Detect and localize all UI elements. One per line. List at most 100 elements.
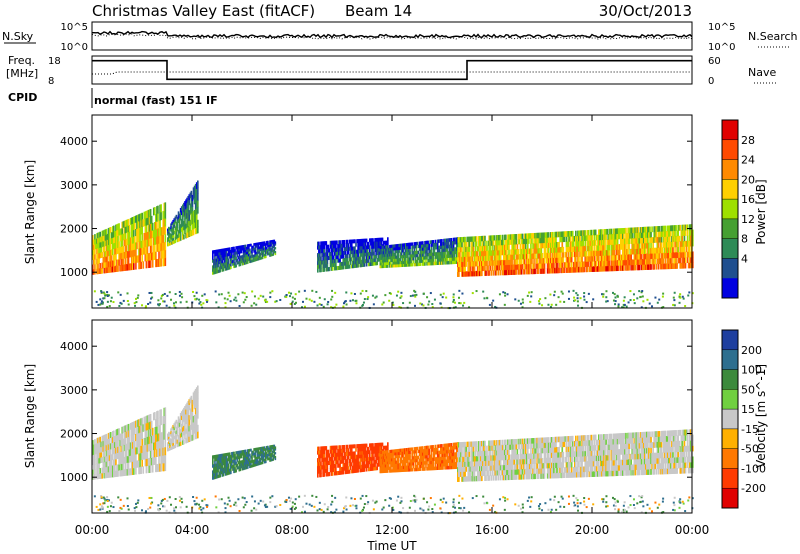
heatmap-cell <box>593 234 596 241</box>
heatmap-cell <box>414 250 417 255</box>
heatmap-cell <box>97 442 99 449</box>
heatmap-cell <box>548 237 551 243</box>
heatmap-cell <box>182 204 184 210</box>
heatmap-cell <box>182 221 184 227</box>
heatmap-cell <box>214 258 216 263</box>
heatmap-cell <box>171 230 173 234</box>
heatmap-cell <box>338 258 340 263</box>
heatmap-cell <box>533 233 535 239</box>
heatmap-cell <box>233 456 235 460</box>
heatmap-cell <box>523 253 526 260</box>
heatmap-cell <box>426 246 428 251</box>
heatmap-cell <box>400 249 403 253</box>
heatmap-cell <box>591 261 594 267</box>
heatmap-cell <box>458 266 460 273</box>
heatmap-cell <box>127 238 130 245</box>
heatmap-cell <box>434 255 437 259</box>
heatmap-cell <box>463 271 465 277</box>
heatmap-cell <box>548 262 551 269</box>
heatmap-cell <box>478 245 481 252</box>
heatmap-cell <box>156 441 158 450</box>
heatmap-cell <box>125 424 128 432</box>
heatmap-cell <box>646 237 648 244</box>
heatmap-cell <box>620 265 623 271</box>
heatmap-cell <box>539 232 542 239</box>
heatmap-cell <box>531 238 533 244</box>
heatmap-cell <box>229 300 232 303</box>
heatmap-cell <box>102 230 105 237</box>
heatmap-cell <box>139 446 141 454</box>
heatmap-cell <box>637 232 640 239</box>
heatmap-cell <box>431 303 434 306</box>
heatmap-cell <box>637 253 640 260</box>
heatmap-cell <box>659 258 662 265</box>
heatmap-cell <box>182 217 184 223</box>
heatmap-cell <box>599 239 601 246</box>
heatmap-cell <box>395 247 398 251</box>
heatmap-cell <box>376 241 379 246</box>
heatmap-cell <box>244 454 247 458</box>
heatmap-cell <box>128 442 131 450</box>
heatmap-cell <box>116 224 118 231</box>
heatmap-cell <box>547 262 550 269</box>
heatmap-cell <box>632 293 635 296</box>
heatmap-cell <box>570 261 573 268</box>
heatmap-cell <box>385 248 388 252</box>
heatmap-cell <box>182 426 184 432</box>
heatmap-cell <box>460 242 462 248</box>
heatmap-cell <box>432 258 435 263</box>
heatmap-cell <box>155 419 157 428</box>
heatmap-cell <box>238 253 241 257</box>
heatmap-cell <box>100 236 103 243</box>
heatmap-cell <box>190 207 193 214</box>
heatmap-cell <box>617 228 620 234</box>
heatmap-cell <box>145 232 148 240</box>
heatmap-cell <box>587 250 590 257</box>
heatmap-cell <box>249 460 251 464</box>
heatmap-cell <box>120 252 123 260</box>
heatmap-cell <box>167 237 169 240</box>
heatmap-cell <box>543 242 546 249</box>
heatmap-cell <box>433 252 436 256</box>
heatmap-cell <box>513 259 516 265</box>
heatmap-cell <box>216 264 218 268</box>
heatmap-cell <box>126 251 129 258</box>
heatmap-cell <box>557 257 559 263</box>
heatmap-cell <box>643 237 646 244</box>
heatmap-cell <box>500 259 503 266</box>
heatmap-cell <box>544 237 547 244</box>
heatmap-cell <box>598 250 600 257</box>
heatmap-cell <box>248 258 250 262</box>
heatmap-cell <box>429 255 432 260</box>
heatmap-cell <box>528 233 530 239</box>
heatmap-cell <box>399 296 402 299</box>
heatmap-cell <box>641 226 644 233</box>
heatmap-cell <box>191 217 194 225</box>
heatmap-cell <box>237 245 240 249</box>
heatmap-cell <box>157 299 160 302</box>
heatmap-cell <box>395 255 398 259</box>
heatmap-cell <box>404 257 407 261</box>
heatmap-cell <box>557 267 559 274</box>
heatmap-cell <box>345 261 348 266</box>
heatmap-cell <box>534 238 536 244</box>
heatmap-cell <box>518 259 521 265</box>
heatmap-cell <box>124 220 127 228</box>
heatmap-cell <box>126 443 129 451</box>
heatmap-cell <box>249 453 251 457</box>
heatmap-cell <box>437 251 440 256</box>
heatmap-cell <box>251 464 253 468</box>
heatmap-cell <box>461 241 463 248</box>
heatmap-cell <box>390 261 392 265</box>
heatmap-cell <box>221 268 224 272</box>
heatmap-cell <box>198 302 201 305</box>
heatmap-cell <box>135 242 137 250</box>
heatmap-cell <box>604 255 606 261</box>
heatmap-cell <box>489 260 492 266</box>
heatmap-cell <box>346 261 349 266</box>
heatmap-cell <box>521 248 524 255</box>
heatmap-cell <box>476 270 479 277</box>
heatmap-cell <box>192 228 195 236</box>
heatmap-cell <box>121 221 124 229</box>
heatmap-cell <box>326 252 329 257</box>
